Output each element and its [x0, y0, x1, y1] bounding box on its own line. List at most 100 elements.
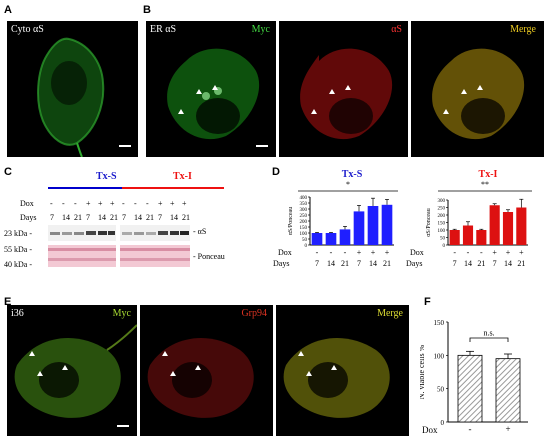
group-line-tx-i — [122, 187, 224, 189]
days-value: 14 — [62, 213, 70, 222]
x-axis-label: Dox — [422, 425, 438, 435]
label-merge: Merge — [510, 24, 536, 35]
scale-bar — [256, 145, 268, 147]
label-merge-e: Merge — [377, 308, 403, 319]
western-blot-panel: Tx-S Tx-I Dox Days -7-14-21 +7 +14 +21-7-14… — [0, 165, 270, 290]
dox-value: - — [122, 199, 125, 208]
dox-value: - — [330, 248, 333, 257]
x-tick-label: 7 — [453, 259, 457, 268]
dox-row-label: Dox — [278, 248, 292, 257]
cell-image — [300, 48, 393, 140]
band — [122, 232, 132, 235]
bar — [367, 206, 379, 245]
y-tick-label: 150 — [300, 226, 308, 231]
arrowhead — [178, 109, 184, 114]
micrograph-cyto-as: Cyto αS — [7, 21, 138, 157]
scale-bar — [117, 425, 129, 427]
y-axis-label: αS/Ponceau — [288, 207, 294, 235]
ponceau-tx-i — [120, 245, 190, 267]
days-value: 7 — [122, 213, 126, 222]
days-value: 14 — [98, 213, 106, 222]
band — [74, 232, 84, 235]
dox-value: + — [170, 199, 175, 208]
arrowhead — [345, 85, 351, 90]
x-tick-label: 7 — [493, 259, 497, 268]
cell-image — [167, 48, 260, 140]
dox-value: - — [316, 248, 319, 257]
dox-value: - — [74, 199, 77, 208]
y-tick-label: 100 — [300, 232, 308, 237]
micrograph-as-red: αS — [279, 21, 408, 157]
y-tick-label: 0 — [305, 244, 308, 249]
chart-viable-cells: 0 50 100 150 N. viable cells % - + Dox n.s. — [420, 319, 528, 435]
band — [146, 232, 156, 235]
dox-value: - — [146, 199, 149, 208]
band-label-as: - αS — [193, 227, 207, 236]
days-row-label: Days — [406, 259, 422, 268]
group-label-tx-s: Tx-S — [96, 171, 117, 182]
micrograph-i36-myc: i36 Myc — [7, 305, 137, 436]
days-value: 14 — [170, 213, 178, 222]
ponceau-tx-s — [48, 245, 116, 267]
arrowhead — [306, 371, 312, 376]
band — [180, 231, 189, 235]
y-tick-label: 50 — [437, 386, 445, 394]
bar — [476, 230, 487, 245]
dox-value: - — [344, 248, 347, 257]
y-tick-label: 200 — [438, 214, 446, 219]
cell-image — [432, 48, 525, 140]
y-tick-label: 50 — [440, 237, 446, 242]
chart-tx-i: 050100150200250300αS/Ponceau-7-14-21+7+1… — [406, 169, 532, 268]
arrowhead — [443, 109, 449, 114]
mw-40: 40 kDa - — [4, 260, 32, 269]
band — [120, 258, 190, 261]
blot-as-tx-i — [120, 225, 190, 241]
y-tick-label: 150 — [434, 319, 445, 327]
days-value: 21 — [110, 213, 118, 222]
dox-row-label: Dox — [20, 199, 34, 208]
y-tick-label: 0 — [441, 419, 445, 427]
cell-image — [283, 338, 390, 418]
group-label-tx-i: Tx-I — [173, 171, 192, 182]
dox-value: - — [50, 199, 53, 208]
dox-value: + — [506, 248, 511, 257]
x-tick-label: 7 — [357, 259, 361, 268]
panel-d-charts: 050100150200250300350400αS/Ponceau-7-14-… — [273, 169, 532, 268]
significance-mark: ** — [481, 180, 489, 189]
band — [108, 231, 115, 235]
bar — [462, 225, 474, 245]
band — [86, 231, 96, 235]
arrowhead — [329, 89, 335, 94]
dox-row-label: Dox — [410, 248, 424, 257]
y-tick-label: 250 — [300, 214, 308, 219]
days-value: 21 — [74, 213, 82, 222]
chart-title: Tx-S — [342, 169, 363, 180]
blot-as-tx-s — [48, 225, 116, 241]
y-tick-label: 0 — [443, 244, 446, 249]
chart-title: Tx-I — [479, 169, 498, 180]
x-tick-label: 21 — [517, 259, 525, 268]
arrowhead — [170, 371, 176, 376]
arrowhead — [195, 365, 201, 370]
days-value: 21 — [146, 213, 154, 222]
arrowhead — [311, 109, 317, 114]
y-tick-label: 100 — [438, 229, 446, 234]
cell-image — [147, 338, 254, 418]
x-tick-label: 14 — [369, 259, 377, 268]
arrowhead — [461, 89, 467, 94]
bar — [449, 230, 460, 245]
x-tick-label: 21 — [477, 259, 485, 268]
x-tick-label: 21 — [383, 259, 391, 268]
micrograph-er-as-myc: ER αS Myc — [146, 21, 276, 157]
y-tick-label: 250 — [438, 207, 446, 212]
significance-mark: * — [346, 180, 350, 189]
x-tick-label: 21 — [341, 259, 349, 268]
label-grp94: Grp94 — [241, 308, 267, 319]
band — [48, 258, 116, 261]
bar — [311, 233, 323, 245]
band — [98, 231, 107, 235]
arrowhead — [29, 351, 35, 356]
band-label-ponceau: - Ponceau — [193, 252, 225, 261]
y-tick-label: 300 — [438, 199, 446, 204]
group-line-tx-s — [48, 187, 154, 189]
